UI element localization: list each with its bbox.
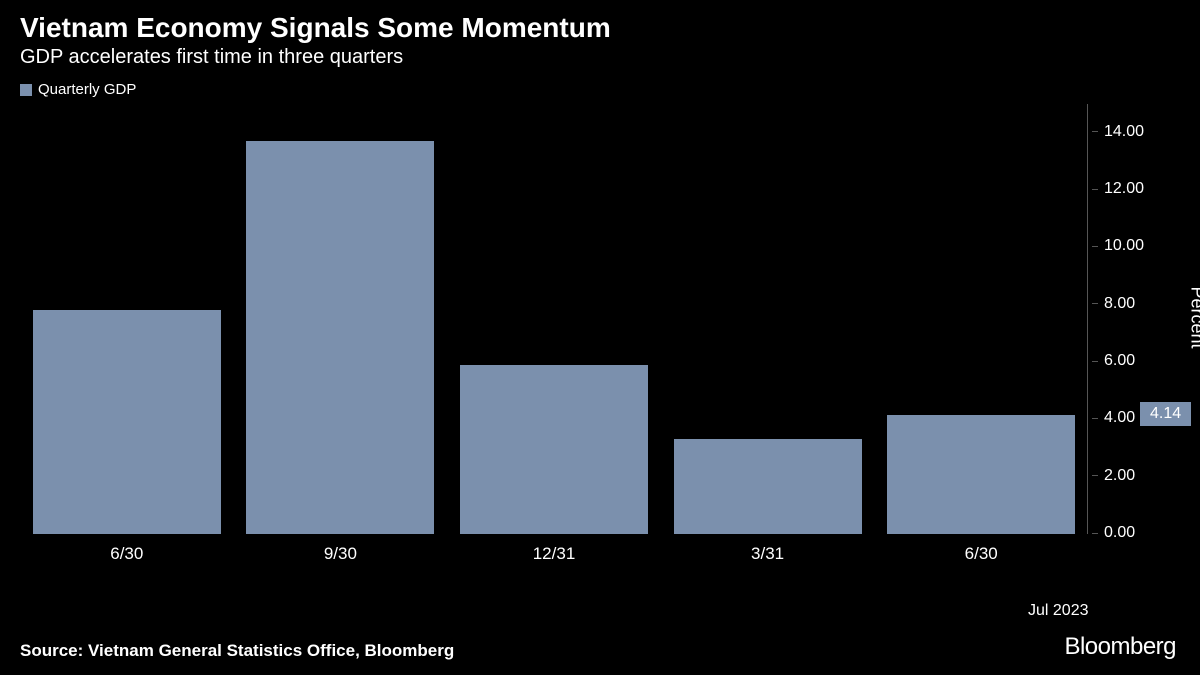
x-axis: 6/30 9/30 12/31 3/31 6/30 (20, 534, 1088, 574)
legend-label: Quarterly GDP (38, 81, 136, 98)
chart-subtitle: GDP accelerates first time in three quar… (0, 44, 1200, 77)
bar (674, 439, 862, 534)
x-tick: 6/30 (110, 544, 143, 564)
bar (887, 415, 1075, 534)
bar (246, 141, 434, 534)
chart-plot-area: 0.002.004.006.008.0010.0012.0014.00 4.14… (20, 104, 1088, 534)
x-tick: 9/30 (324, 544, 357, 564)
y-tick: 8.00 (1092, 295, 1200, 313)
brand-text: Bloomberg (1064, 633, 1176, 661)
y-tick: 6.00 (1092, 352, 1200, 370)
legend: Quarterly GDP (0, 77, 1200, 104)
date-note: Jul 2023 (1028, 602, 1089, 620)
value-badge: 4.14 (1140, 402, 1191, 426)
x-tick: 6/30 (965, 544, 998, 564)
chart-title: Vietnam Economy Signals Some Momentum (0, 0, 1200, 44)
y-tick: 2.00 (1092, 467, 1200, 485)
y-tick: 0.00 (1092, 524, 1200, 542)
source-text: Source: Vietnam General Statistics Offic… (20, 641, 454, 661)
x-tick: 12/31 (533, 544, 576, 564)
bar (460, 365, 648, 534)
legend-swatch (20, 84, 32, 96)
plot (20, 104, 1088, 534)
y-tick: 14.00 (1092, 123, 1200, 141)
x-tick: 3/31 (751, 544, 784, 564)
y-tick: 10.00 (1092, 237, 1200, 255)
y-tick: 12.00 (1092, 180, 1200, 198)
bar (33, 310, 221, 534)
y-axis-title: Percent (1187, 286, 1200, 348)
